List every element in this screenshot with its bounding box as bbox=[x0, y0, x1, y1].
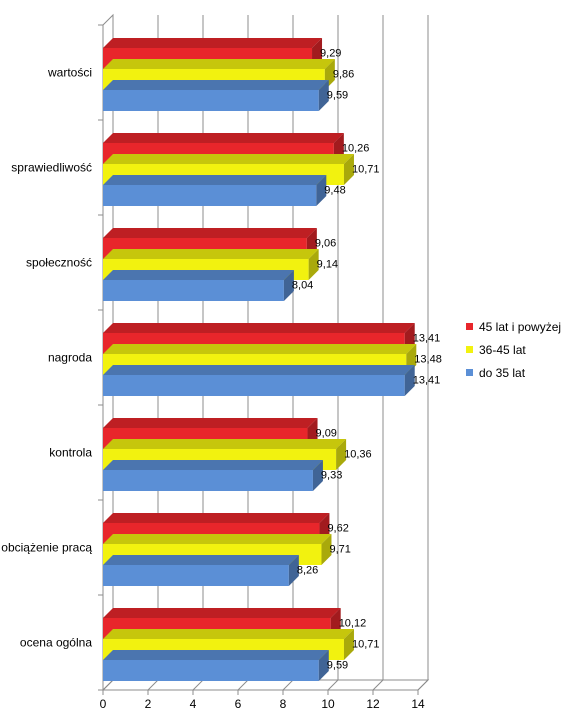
bar bbox=[103, 660, 319, 681]
bar-side bbox=[308, 249, 319, 280]
bar-top bbox=[103, 59, 335, 69]
category-label: kontrola bbox=[49, 446, 92, 460]
data-label: 9,86 bbox=[333, 69, 354, 81]
floor-gridline bbox=[192, 679, 204, 691]
floor bbox=[101, 679, 430, 691]
data-label: 10,26 bbox=[342, 143, 370, 155]
category-label: ocena ogólna bbox=[20, 636, 92, 650]
x-tick-label: 0 bbox=[100, 697, 107, 711]
bar-top bbox=[103, 418, 318, 428]
x-tick-label: 6 bbox=[235, 697, 242, 711]
data-label: 13,48 bbox=[414, 354, 442, 366]
x-tick-label: 4 bbox=[190, 697, 197, 711]
bar-side bbox=[316, 175, 327, 206]
data-label: 13,41 bbox=[413, 375, 441, 387]
category-label: wartości bbox=[47, 66, 92, 80]
data-label: 9,62 bbox=[327, 523, 348, 535]
bar-side bbox=[318, 80, 329, 111]
bar-top bbox=[103, 80, 329, 90]
bar bbox=[103, 90, 319, 111]
data-label: 9,09 bbox=[316, 428, 337, 440]
bar-top bbox=[103, 460, 323, 470]
data-label: 9,59 bbox=[327, 660, 348, 672]
legend-label: 36-45 lat bbox=[479, 343, 526, 357]
bar-top bbox=[103, 344, 417, 354]
floor-gridline bbox=[282, 679, 294, 691]
bar-side bbox=[283, 270, 294, 301]
bar bbox=[103, 470, 313, 491]
legend-label: 45 lat i powyżej bbox=[479, 320, 561, 334]
legend: 45 lat i powyżej 36-45 lat do 35 lat bbox=[466, 320, 561, 380]
bar-top bbox=[103, 555, 299, 565]
data-label: 10,12 bbox=[339, 618, 367, 630]
data-label: 8,04 bbox=[292, 280, 313, 292]
bar-side bbox=[336, 439, 347, 470]
bar-top bbox=[103, 365, 415, 375]
bar-top bbox=[103, 650, 329, 660]
data-label: 9,59 bbox=[327, 90, 348, 102]
bar-top bbox=[103, 629, 354, 639]
category-label: nagroda bbox=[48, 351, 92, 365]
legend-swatch bbox=[466, 323, 473, 330]
x-tick-label: 12 bbox=[366, 697, 380, 711]
legend-label: do 35 lat bbox=[479, 366, 526, 380]
data-label: 9,06 bbox=[315, 238, 336, 250]
x-tick-label: 10 bbox=[321, 697, 335, 711]
bar-top bbox=[103, 175, 327, 185]
bar-side bbox=[404, 365, 415, 396]
bar-side bbox=[343, 154, 354, 185]
bar-top bbox=[103, 154, 354, 164]
bar-top bbox=[103, 513, 330, 523]
bar bbox=[103, 280, 284, 301]
bar-top bbox=[103, 133, 344, 143]
data-label: 9,71 bbox=[329, 544, 350, 556]
bar-top bbox=[103, 228, 317, 238]
floor-gridline bbox=[372, 679, 384, 691]
bar-top bbox=[103, 38, 323, 48]
data-label: 9,29 bbox=[320, 48, 341, 60]
data-label: 10,36 bbox=[344, 449, 372, 461]
bar-side bbox=[288, 555, 299, 586]
bar-top bbox=[103, 270, 294, 280]
labels: 0 2 4 6 8 10 12 14 9,29 9,86 9,59 wartości 10,26 10,7… bbox=[1, 48, 442, 712]
bar-top bbox=[103, 323, 415, 333]
data-label: 10,71 bbox=[352, 164, 380, 176]
x-tick-label: 2 bbox=[145, 697, 152, 711]
bar-top bbox=[103, 608, 341, 618]
x-tick-label: 8 bbox=[280, 697, 287, 711]
floor-gridline bbox=[417, 679, 429, 691]
data-label: 9,14 bbox=[317, 259, 338, 271]
bars bbox=[103, 38, 417, 681]
data-label: 13,41 bbox=[413, 333, 441, 345]
legend-swatch bbox=[466, 369, 473, 376]
x-tick-label: 14 bbox=[411, 697, 425, 711]
floor-gridline bbox=[237, 679, 249, 691]
data-label: 8,26 bbox=[297, 565, 318, 577]
floor-gridline bbox=[147, 679, 159, 691]
bar-side bbox=[343, 629, 354, 660]
bar bbox=[103, 375, 405, 396]
data-label: 9,33 bbox=[321, 470, 342, 482]
floor-gridline bbox=[327, 679, 339, 691]
bar-top bbox=[103, 534, 332, 544]
legend-swatch bbox=[466, 346, 473, 353]
bar-top bbox=[103, 249, 319, 259]
category-label: sprawiedliwość bbox=[11, 161, 92, 175]
bar-side bbox=[321, 534, 332, 565]
bar bbox=[103, 565, 289, 586]
floor-gridline bbox=[102, 679, 114, 691]
bar-side bbox=[312, 460, 323, 491]
bar-side bbox=[318, 650, 329, 681]
data-label: 9,48 bbox=[324, 185, 345, 197]
data-label: 10,71 bbox=[352, 639, 380, 651]
bar bbox=[103, 185, 317, 206]
category-label: społeczność bbox=[26, 256, 92, 270]
bar-top bbox=[103, 439, 347, 449]
category-label: obciążenie pracą bbox=[1, 541, 92, 555]
